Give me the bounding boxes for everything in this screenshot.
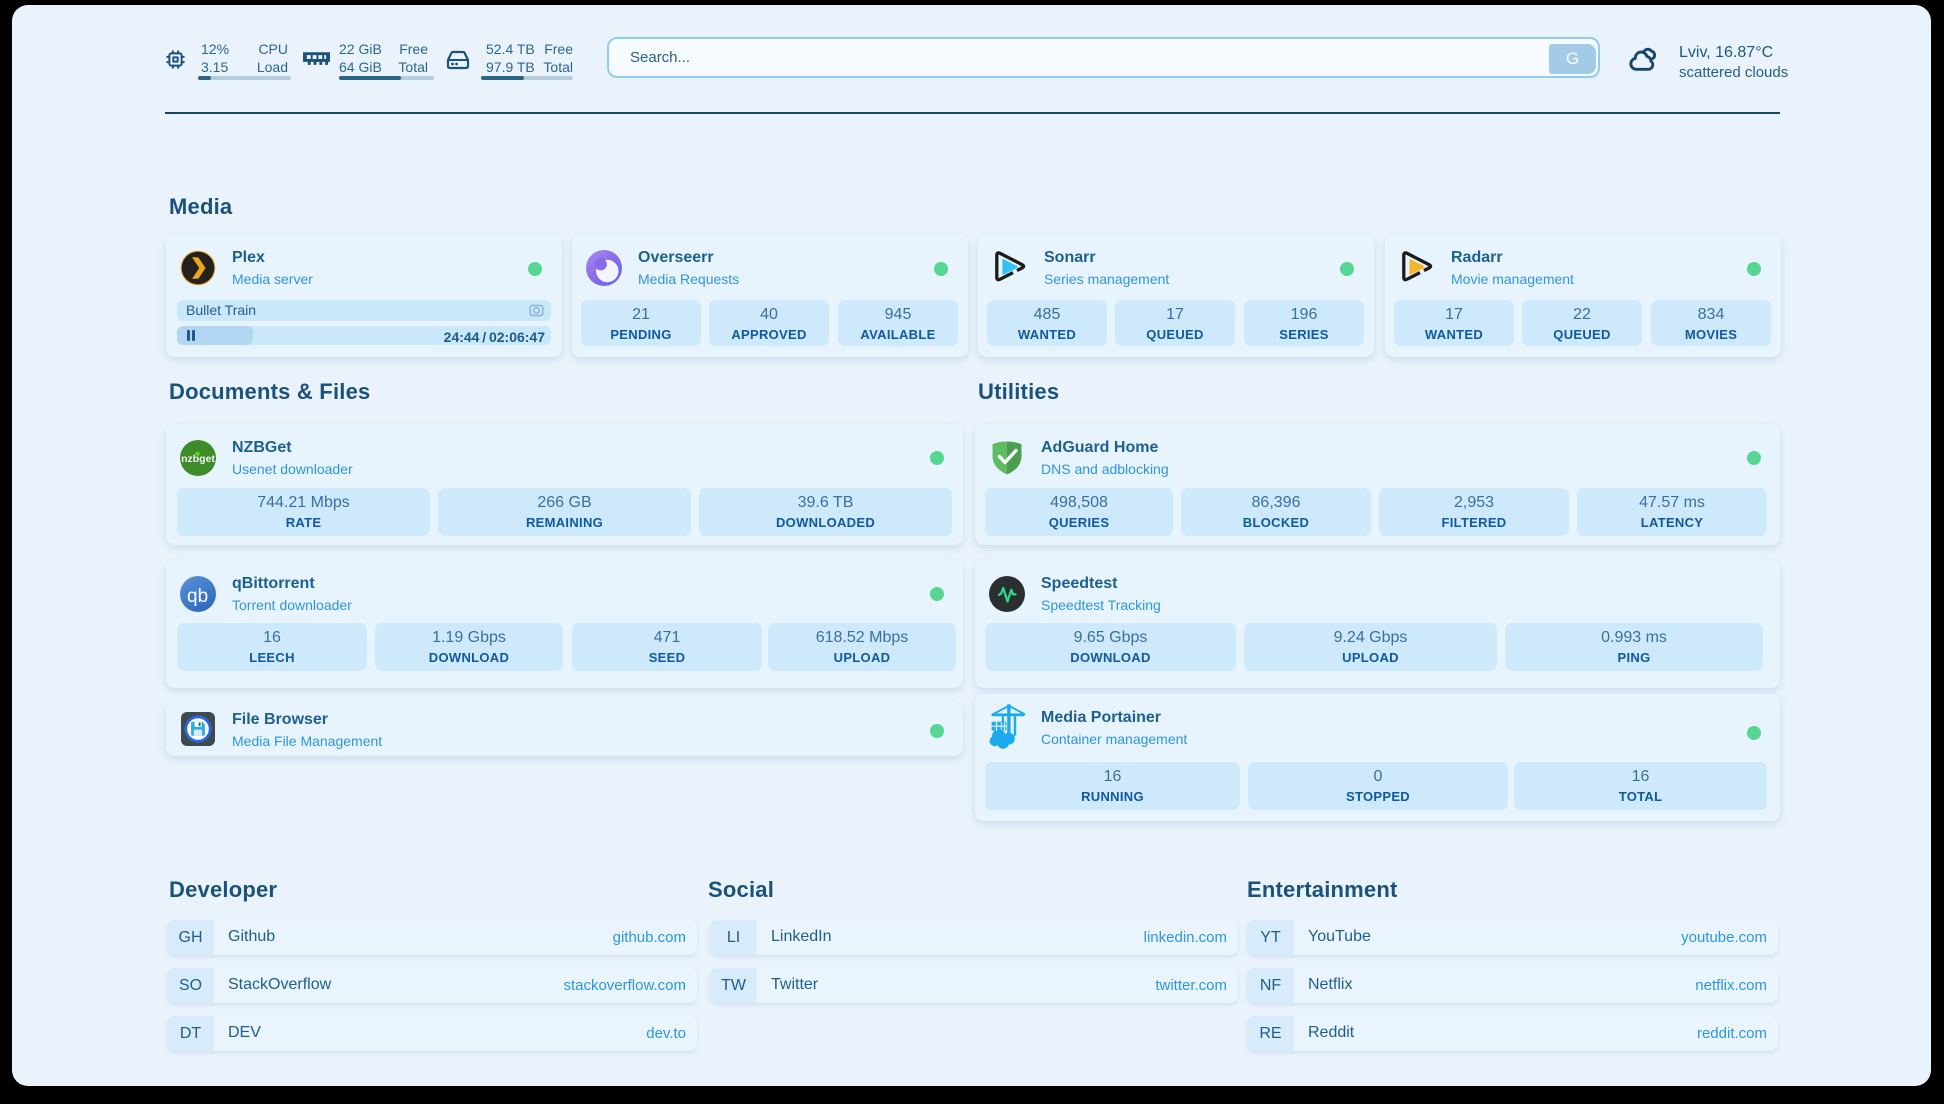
svg-text:qb: qb xyxy=(187,586,208,607)
svg-text:nzbget: nzbget xyxy=(181,453,215,465)
